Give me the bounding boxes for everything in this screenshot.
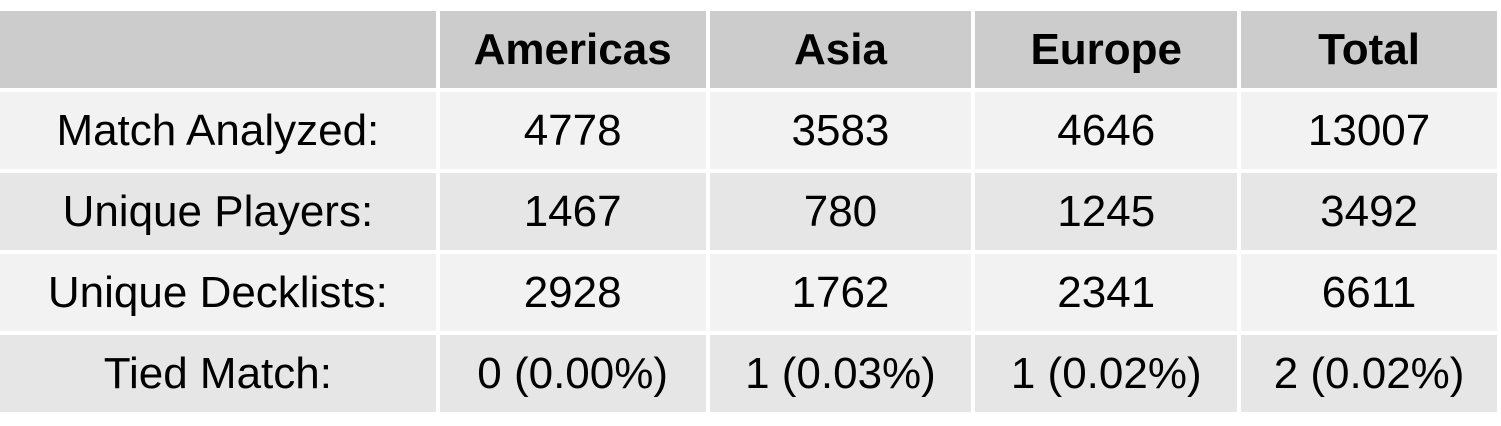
table-row: Unique Players: 1467 780 1245 3492 [0, 173, 1497, 250]
cell-asia: 780 [709, 173, 972, 250]
cell-total: 6611 [1241, 254, 1497, 331]
row-label: Unique Players: [0, 173, 436, 250]
table-row: Match Analyzed: 4778 3583 4646 13007 [0, 92, 1497, 169]
header-asia: Asia [709, 11, 972, 88]
cell-americas: 0 (0.00%) [439, 335, 706, 412]
header-americas: Americas [439, 11, 706, 88]
table-row: Tied Match: 0 (0.00%) 1 (0.03%) 1 (0.02%… [0, 335, 1497, 412]
header-corner-cell [0, 11, 436, 88]
table-row: Unique Decklists: 2928 1762 2341 6611 [0, 254, 1497, 331]
cell-americas: 2928 [439, 254, 706, 331]
row-label: Unique Decklists: [0, 254, 436, 331]
header-total: Total [1241, 11, 1497, 88]
region-stats-table: Americas Asia Europe Total Match Analyze… [0, 7, 1501, 416]
header-row: Americas Asia Europe Total [0, 11, 1497, 88]
cell-total: 13007 [1241, 92, 1497, 169]
row-label: Match Analyzed: [0, 92, 436, 169]
cell-europe: 1 (0.02%) [975, 335, 1238, 412]
cell-americas: 4778 [439, 92, 706, 169]
header-europe: Europe [975, 11, 1238, 88]
cell-asia: 1 (0.03%) [709, 335, 972, 412]
cell-total: 3492 [1241, 173, 1497, 250]
cell-europe: 1245 [975, 173, 1238, 250]
cell-total: 2 (0.02%) [1241, 335, 1497, 412]
row-label: Tied Match: [0, 335, 436, 412]
cell-europe: 2341 [975, 254, 1238, 331]
cell-asia: 3583 [709, 92, 972, 169]
cell-americas: 1467 [439, 173, 706, 250]
cell-asia: 1762 [709, 254, 972, 331]
cell-europe: 4646 [975, 92, 1238, 169]
